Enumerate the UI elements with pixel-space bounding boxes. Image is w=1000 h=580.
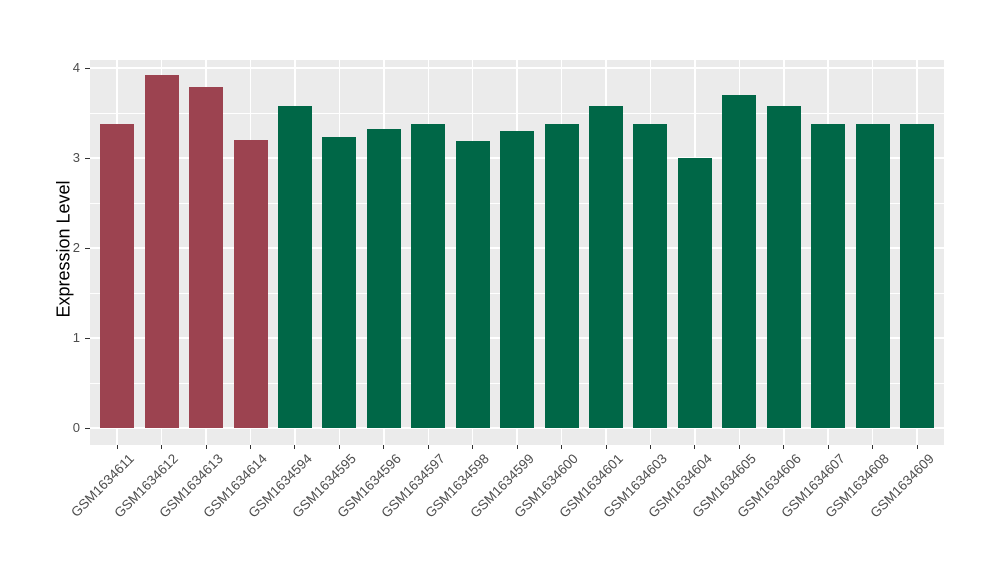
bar-GSM1634600 <box>544 123 579 428</box>
y-tick-label: 4 <box>72 60 80 75</box>
x-tick-mark <box>649 445 651 449</box>
y-tick-mark <box>85 427 90 429</box>
bar-GSM1634609 <box>900 123 935 428</box>
bar-GSM1634613 <box>189 86 224 428</box>
y-tick-label: 1 <box>72 330 80 345</box>
x-tick-mark <box>872 445 874 449</box>
x-tick-mark <box>605 445 607 449</box>
x-tick-mark <box>205 445 207 449</box>
y-tick-mark <box>85 67 90 69</box>
x-tick-mark <box>916 445 918 449</box>
x-tick-mark <box>250 445 252 449</box>
bar-GSM1634603 <box>633 123 668 428</box>
x-tick-mark <box>427 445 429 449</box>
y-tick-label: 3 <box>72 150 80 165</box>
bar-GSM1634595 <box>322 137 357 428</box>
y-tick-mark <box>85 247 90 249</box>
bar-GSM1634605 <box>722 95 757 428</box>
bar-GSM1634608 <box>855 123 890 428</box>
y-tick-label: 0 <box>72 420 80 435</box>
plot-panel <box>90 60 944 445</box>
bar-GSM1634604 <box>677 158 712 428</box>
x-tick-mark <box>827 445 829 449</box>
y-tick-mark <box>85 157 90 159</box>
bar-GSM1634597 <box>411 123 446 428</box>
x-tick-mark <box>738 445 740 449</box>
y-tick-label: 2 <box>72 240 80 255</box>
bar-GSM1634614 <box>233 140 268 428</box>
x-tick-mark <box>561 445 563 449</box>
x-tick-mark <box>161 445 163 449</box>
x-tick-mark <box>694 445 696 449</box>
bar-GSM1634596 <box>366 129 401 428</box>
x-tick-mark <box>294 445 296 449</box>
x-tick-mark <box>338 445 340 449</box>
y-tick-mark <box>85 337 90 339</box>
bar-GSM1634612 <box>144 75 179 428</box>
bar-GSM1634601 <box>589 105 624 428</box>
x-tick-mark <box>116 445 118 449</box>
bar-GSM1634599 <box>500 131 535 428</box>
bar-GSM1634598 <box>455 140 490 428</box>
bar-GSM1634594 <box>277 105 312 428</box>
x-tick-mark <box>472 445 474 449</box>
x-tick-mark <box>383 445 385 449</box>
x-tick-mark <box>783 445 785 449</box>
x-tick-mark <box>516 445 518 449</box>
bar-GSM1634607 <box>811 123 846 428</box>
bar-GSM1634611 <box>100 123 135 428</box>
bar-GSM1634606 <box>766 105 801 428</box>
